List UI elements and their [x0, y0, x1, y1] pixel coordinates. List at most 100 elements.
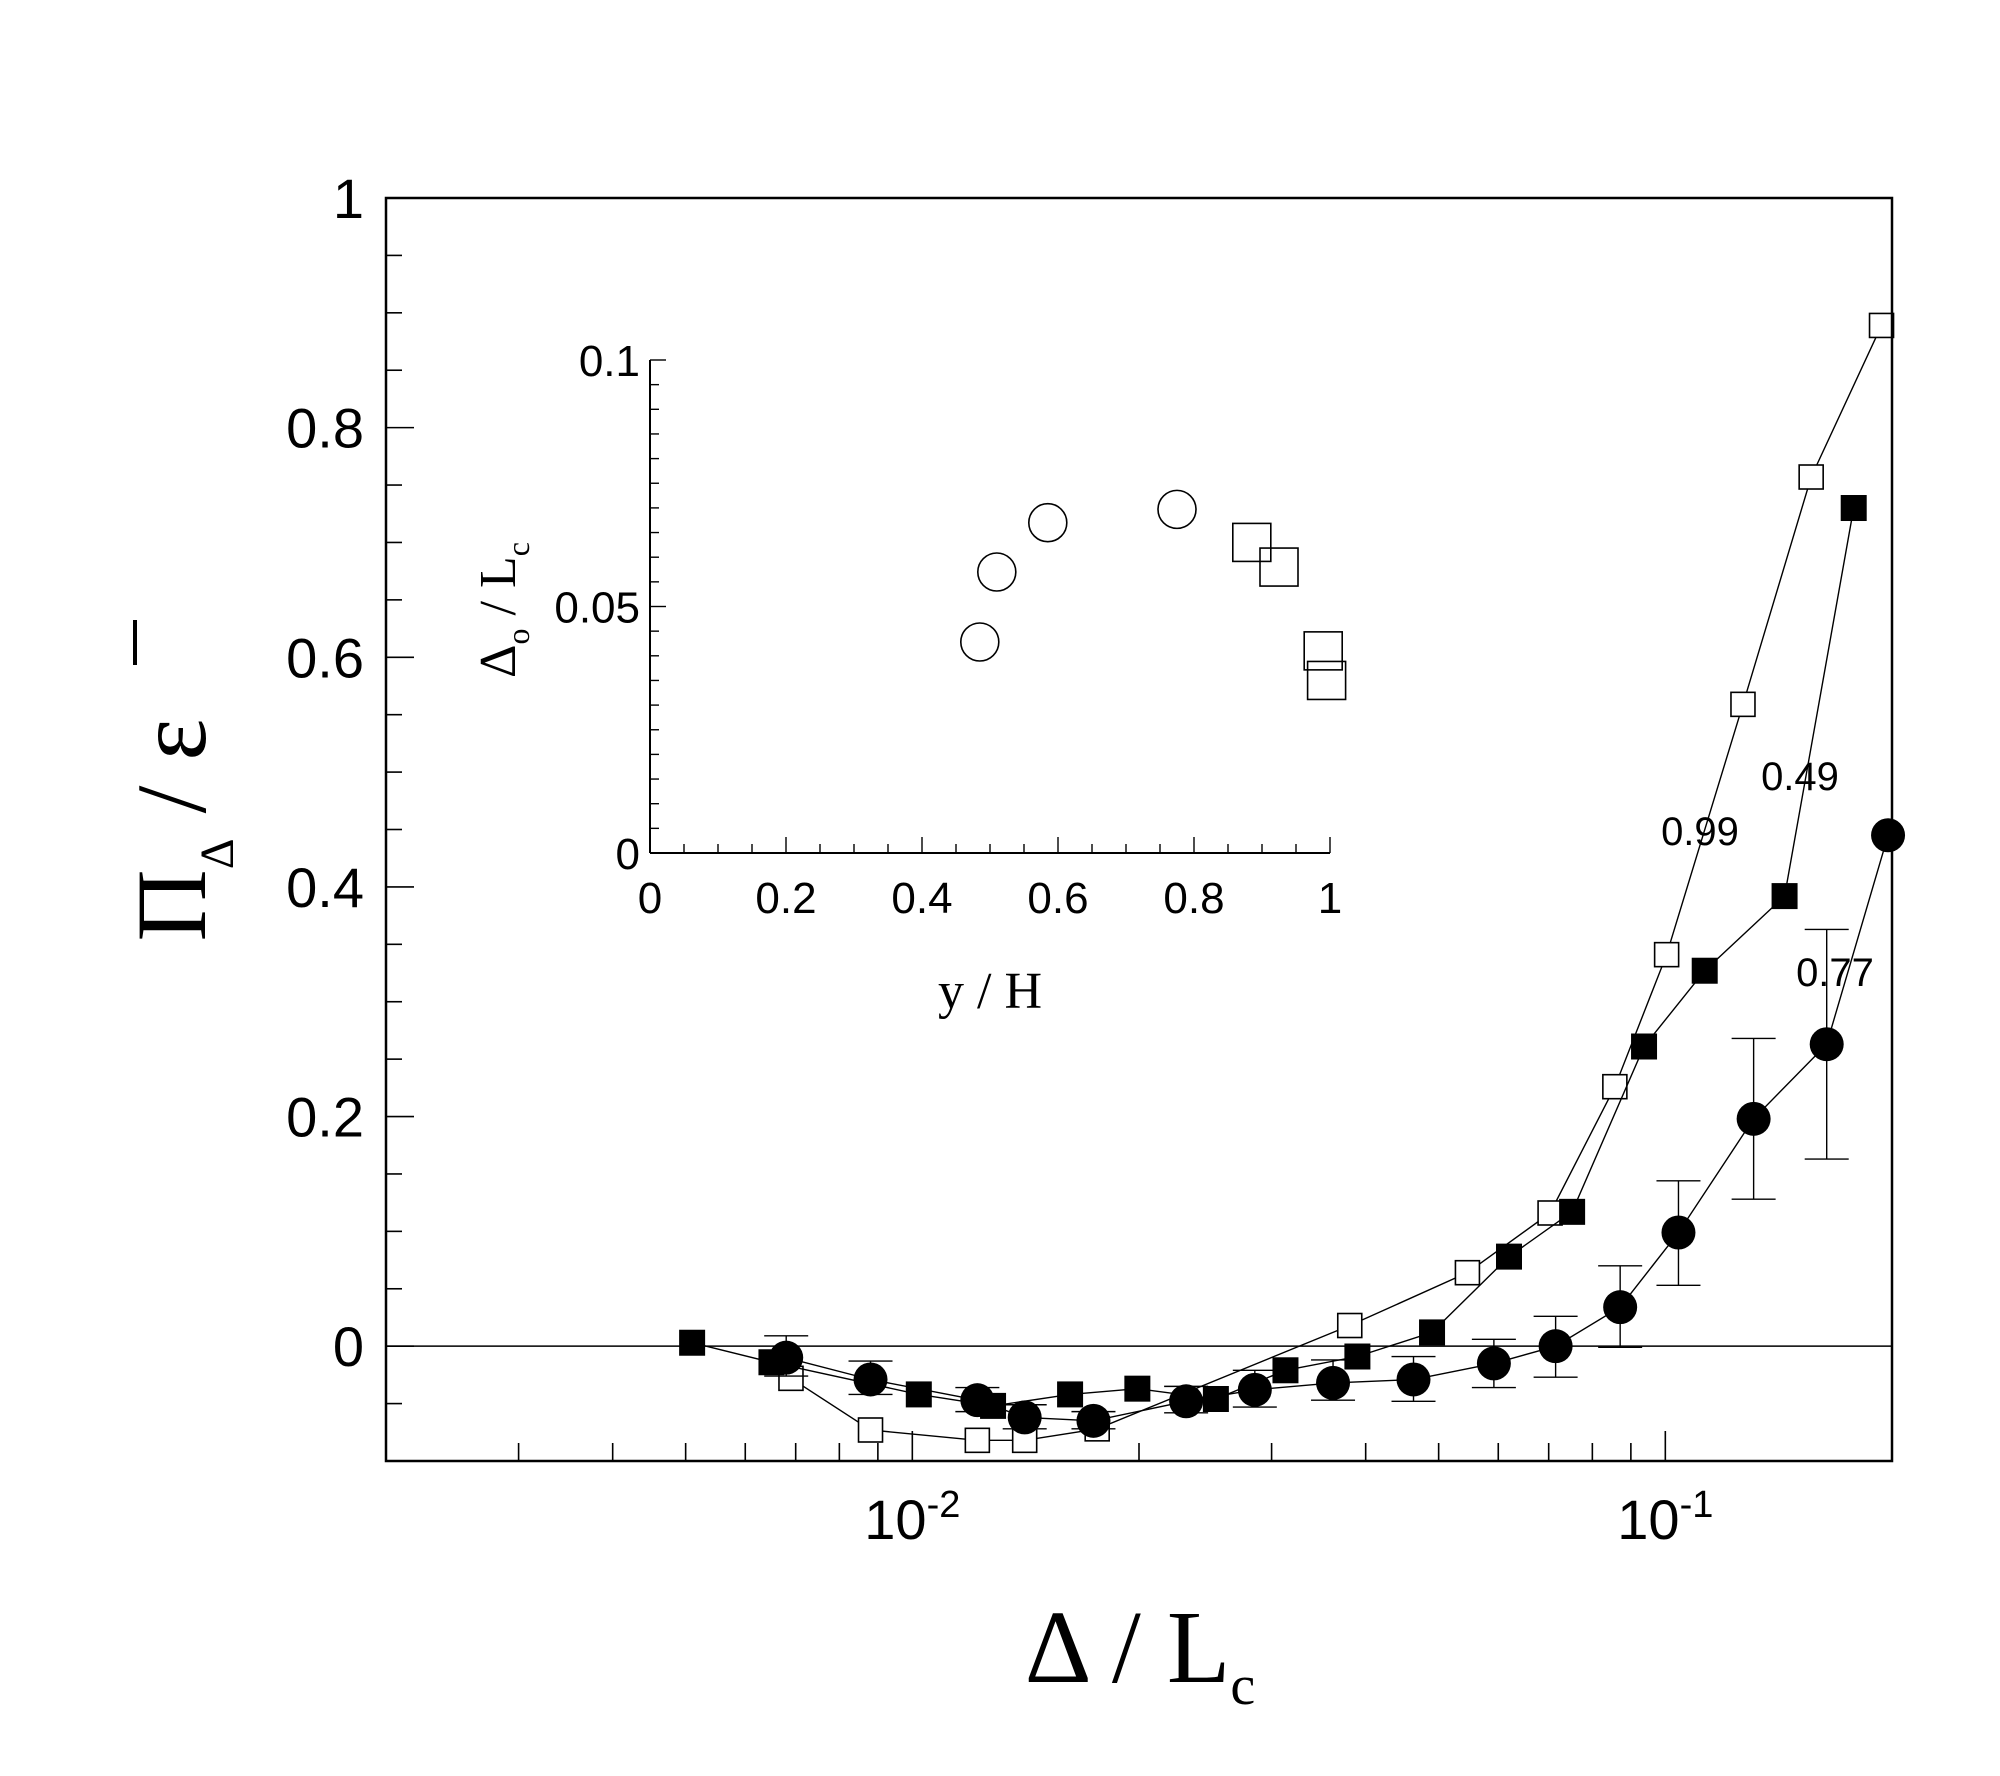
data-point-filled-circle — [1871, 818, 1906, 853]
main-chart: 00.20.40.60.81 10-2 10-1 ΠΔ / ε Δ / Lc 0.… — [116, 167, 1906, 1717]
inset-background — [650, 360, 1330, 853]
data-point-filled-circle — [853, 1362, 888, 1397]
series-filled-square — [679, 495, 1867, 1419]
inset-point-open-square — [1303, 631, 1343, 671]
data-point-filled-circle — [1076, 1403, 1111, 1438]
inset-point-open-circle — [1157, 489, 1197, 530]
annotation-0-77: 0.77 — [1796, 951, 1874, 995]
data-point-filled-circle — [1007, 1400, 1042, 1435]
data-point-open-square — [1454, 1259, 1481, 1286]
data-point-filled-circle — [1396, 1362, 1431, 1397]
main-x-tick-labels: 10-2 10-1 — [864, 1484, 1713, 1551]
x-title-sub: c — [1230, 1655, 1255, 1717]
main-y-tick-label: 1 — [333, 167, 364, 230]
main-y-tick-label: 0.2 — [286, 1086, 364, 1149]
inset-y-title-main: L — [470, 556, 527, 588]
inset-x-tick-label: 1 — [1318, 874, 1342, 923]
inset-y-tick-label: 0.1 — [579, 337, 640, 386]
data-point-filled-circle — [1316, 1365, 1351, 1400]
data-point-filled-circle — [1169, 1384, 1204, 1419]
inset-series-open-square — [1232, 522, 1347, 701]
inset-point-open-circle — [976, 552, 1017, 592]
data-point-filled-circle — [1661, 1215, 1696, 1250]
main-y-tick-labels: 0 0.2 0.4 0.6 0.8 1 — [286, 167, 364, 1378]
inset-point-open-square — [1259, 547, 1299, 587]
main-x-tick-label: 10-2 — [864, 1484, 960, 1551]
data-point-filled-square — [1840, 495, 1867, 522]
main-y-tick-label: 0.6 — [286, 626, 364, 689]
main-y-tick-label: 0.4 — [286, 856, 364, 919]
main-data-layer — [386, 312, 1906, 1454]
data-point-filled-square — [1495, 1243, 1522, 1270]
inset-point-open-circle — [1028, 502, 1068, 543]
data-point-filled-circle — [1736, 1101, 1771, 1136]
inset-data-layer — [959, 489, 1347, 701]
data-point-filled-circle — [1538, 1329, 1573, 1364]
y-title-sep: / — [116, 761, 227, 839]
data-point-open-square — [1653, 941, 1680, 968]
annotation-0-99: 0.99 — [1661, 810, 1739, 854]
inset-tick-marks — [649, 359, 1331, 854]
x-title-sep: / — [1086, 1590, 1167, 1705]
inset-x-tick-label: 0.8 — [1163, 874, 1224, 923]
inset-x-tick-label: 0 — [638, 874, 662, 923]
data-point-open-square — [964, 1427, 991, 1454]
main-x-tick-label: 10-1 — [1617, 1484, 1713, 1551]
data-point-filled-circle — [1809, 1027, 1844, 1062]
inset-point-open-square — [1232, 522, 1272, 563]
data-point-open-square — [857, 1417, 884, 1443]
data-point-filled-circle — [1603, 1290, 1638, 1325]
data-point-filled-square — [1202, 1385, 1229, 1412]
data-point-open-square — [1798, 464, 1824, 490]
data-point-filled-square — [1124, 1375, 1151, 1402]
x-title-main: L — [1167, 1590, 1231, 1705]
inset-series-open-circle — [959, 489, 1197, 662]
inset-x-tick-label: 0.4 — [891, 874, 952, 923]
inset-y-title-sub2: c — [500, 542, 536, 556]
annotation-0-49: 0.49 — [1761, 755, 1839, 799]
inset-y-tick-label: 0.05 — [554, 584, 640, 633]
data-point-filled-square — [1559, 1198, 1586, 1225]
series-line — [691, 507, 1855, 1407]
y-title-sub: Δ — [191, 838, 244, 869]
x-title-symbol: Δ — [1025, 1590, 1088, 1705]
data-point-filled-square — [1419, 1319, 1446, 1346]
inset-y-title-symbol: Δ — [470, 644, 527, 677]
data-point-filled-circle — [960, 1383, 995, 1418]
main-y-tick-label: 0 — [333, 1315, 364, 1378]
data-point-open-square — [1730, 691, 1756, 718]
inset-chart: 0 0.2 0.4 0.6 0.8 1 0 0.05 0.1 y / H Δo / Lc — [470, 337, 1347, 1020]
y-title-main: ε — [116, 719, 227, 761]
data-point-filled-square — [1691, 957, 1718, 984]
data-point-filled-circle — [769, 1340, 804, 1375]
svg-text:ΠΔ / ε: ΠΔ / ε — [116, 719, 244, 942]
main-x-axis-title: Δ / Lc — [1025, 1590, 1255, 1717]
y-title-symbol: Π — [116, 869, 227, 941]
inset-x-tick-label: 0.2 — [755, 874, 816, 923]
data-point-open-square — [1336, 1312, 1363, 1339]
data-point-filled-square — [679, 1329, 706, 1356]
data-point-filled-square — [905, 1381, 932, 1408]
data-point-filled-square — [1057, 1381, 1084, 1408]
data-point-filled-square — [1344, 1343, 1371, 1370]
inset-y-tick-labels: 0 0.05 0.1 — [554, 337, 640, 879]
data-point-filled-circle — [1476, 1346, 1511, 1381]
inset-y-title-sub1: o — [500, 628, 536, 644]
inset-point-open-circle — [959, 622, 1000, 662]
inset-x-tick-labels: 0 0.2 0.4 0.6 0.8 1 — [638, 874, 1342, 923]
inset-point-open-square — [1306, 660, 1347, 701]
inset-y-axis-title: Δo / Lc — [470, 542, 536, 678]
data-point-open-square — [1868, 312, 1895, 339]
main-y-tick-label: 0.8 — [286, 397, 364, 460]
data-point-filled-circle — [1237, 1372, 1272, 1407]
series-filled-circle — [764, 818, 1906, 1438]
main-y-axis-title: ΠΔ / ε — [116, 620, 244, 941]
series-line — [786, 835, 1889, 1422]
inset-x-tick-label: 0.6 — [1027, 874, 1088, 923]
inset-y-tick-label: 0 — [616, 830, 640, 879]
data-point-filled-square — [1771, 883, 1798, 910]
main-tick-marks — [385, 197, 1893, 1462]
inset-x-axis-title: y / H — [938, 963, 1042, 1020]
